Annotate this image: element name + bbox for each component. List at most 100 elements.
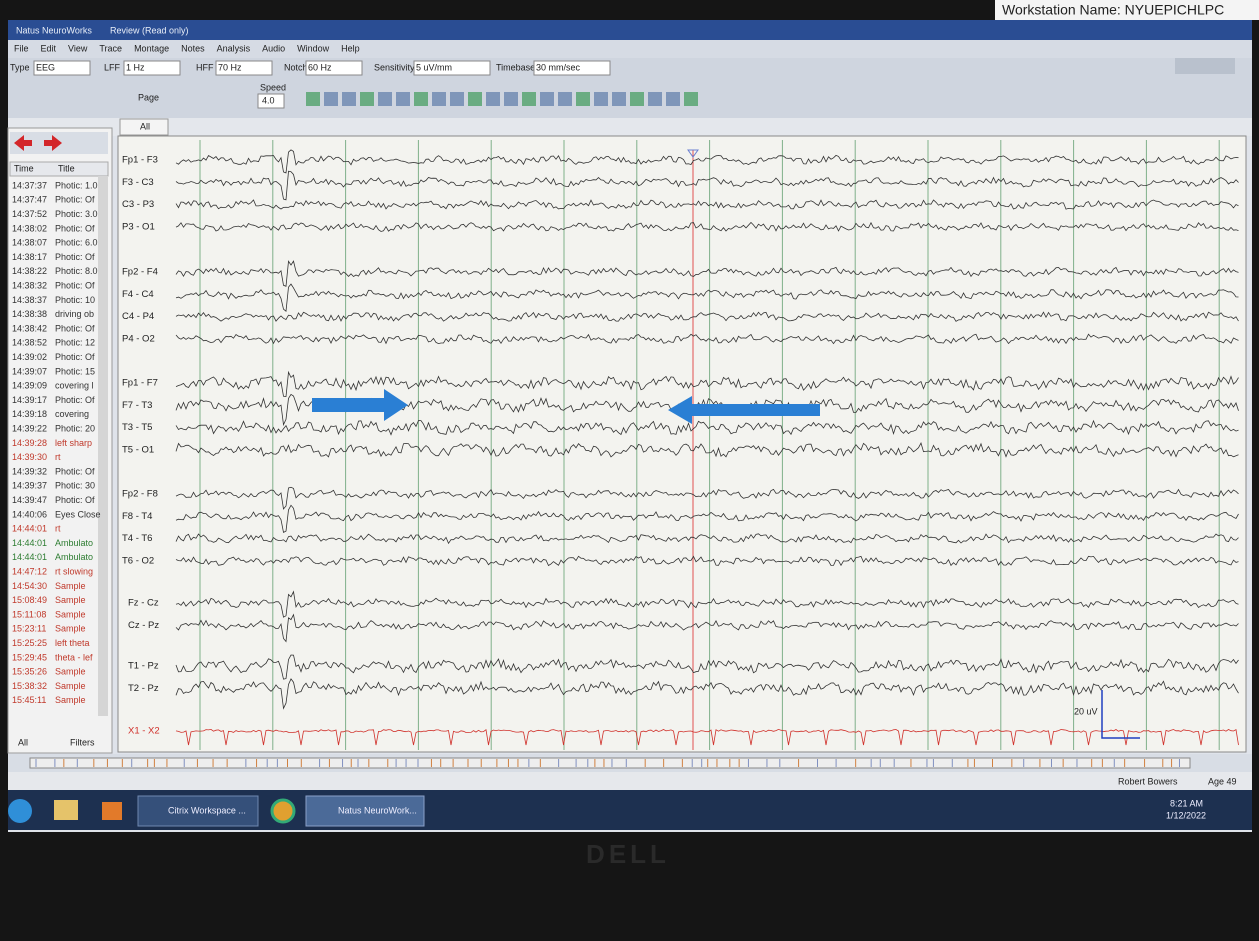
event-title[interactable]: Photic: 8.0 xyxy=(55,266,98,276)
tool-icon[interactable] xyxy=(360,92,374,106)
dropdown[interactable] xyxy=(123,60,181,76)
tool-icon[interactable] xyxy=(666,92,680,106)
event-title[interactable]: rt xyxy=(55,524,61,534)
dropdown[interactable] xyxy=(533,60,611,76)
event-title[interactable]: Photic: 15 xyxy=(55,366,95,376)
event-time: 14:40:06 xyxy=(12,509,47,519)
tool-icon[interactable] xyxy=(432,92,446,106)
tool-icon[interactable] xyxy=(558,92,572,106)
event-title[interactable]: rt xyxy=(55,452,61,462)
event-title[interactable]: Photic: Of xyxy=(55,252,95,262)
event-footer-filters[interactable]: Filters xyxy=(70,737,95,747)
tool-icon[interactable] xyxy=(486,92,500,106)
dropdown[interactable] xyxy=(305,60,363,76)
dropdown-value: 60 Hz xyxy=(308,62,332,72)
dropdown[interactable] xyxy=(33,60,91,76)
start-button[interactable] xyxy=(8,799,32,823)
event-footer-all[interactable]: All xyxy=(18,737,28,747)
event-title[interactable]: Sample xyxy=(55,681,86,691)
tool-icon[interactable] xyxy=(522,92,536,106)
media-icon[interactable] xyxy=(102,802,122,820)
event-title[interactable]: Photic: Of xyxy=(55,495,95,505)
event-title[interactable]: Ambulato xyxy=(55,538,93,548)
timeline-marks xyxy=(35,759,1180,767)
chrome-icon[interactable] xyxy=(270,798,296,824)
menu-item[interactable]: Audio xyxy=(262,43,285,53)
menu-item[interactable]: View xyxy=(68,43,88,53)
explorer-icon[interactable] xyxy=(54,800,78,820)
event-title[interactable]: covering l xyxy=(55,381,94,391)
event-title[interactable]: Photic: Of xyxy=(55,223,95,233)
time-grid xyxy=(199,140,1220,750)
event-title[interactable]: Photic: Of xyxy=(55,195,95,205)
event-title[interactable]: Photic: 20 xyxy=(55,423,95,433)
tool-icon[interactable] xyxy=(576,92,590,106)
tool-icon[interactable] xyxy=(450,92,464,106)
event-title[interactable]: Photic: 6.0 xyxy=(55,238,98,248)
event-title[interactable]: Photic: Of xyxy=(55,323,95,333)
tool-icon[interactable] xyxy=(684,92,698,106)
timeline[interactable] xyxy=(29,757,1191,769)
event-title[interactable]: Sample xyxy=(55,581,86,591)
event-title[interactable]: Sample xyxy=(55,695,86,705)
speed-box[interactable] xyxy=(257,93,285,109)
tool-icon[interactable] xyxy=(648,92,662,106)
event-title[interactable]: driving ob xyxy=(55,309,94,319)
citrix-task[interactable] xyxy=(137,795,259,827)
menu-item[interactable]: File xyxy=(14,43,29,53)
event-title[interactable]: Photic: 3.0 xyxy=(55,209,98,219)
event-scrollbar[interactable] xyxy=(98,176,108,716)
event-title[interactable]: Photic: 10 xyxy=(55,295,95,305)
tool-icon[interactable] xyxy=(468,92,482,106)
natus-task[interactable] xyxy=(305,795,425,827)
tool-icon[interactable] xyxy=(540,92,554,106)
brand-logo: DELL xyxy=(586,839,670,869)
event-title[interactable]: theta - lef xyxy=(55,652,93,662)
event-title[interactable]: Photic: Of xyxy=(55,352,95,362)
control-label: Notch xyxy=(284,62,308,72)
control-label: Timebase xyxy=(496,62,535,72)
tool-icon[interactable] xyxy=(306,92,320,106)
menu-item[interactable]: Edit xyxy=(41,43,57,53)
menu-item[interactable]: Notes xyxy=(181,43,205,53)
event-title[interactable]: left theta xyxy=(55,638,90,648)
tool-icon[interactable] xyxy=(612,92,626,106)
event-title[interactable]: rt slowing xyxy=(55,566,93,576)
dropdown[interactable] xyxy=(215,60,273,76)
event-title[interactable]: Photic: 1.0 xyxy=(55,180,98,190)
eeg-trace xyxy=(175,590,1239,618)
menu-item[interactable]: Montage xyxy=(134,43,169,53)
menu-item[interactable]: Trace xyxy=(99,43,122,53)
menu-item[interactable]: Window xyxy=(297,43,330,53)
event-title[interactable]: Photic: Of xyxy=(55,280,95,290)
event-title[interactable]: Ambulato xyxy=(55,552,93,562)
next-icon[interactable] xyxy=(44,135,62,151)
tool-icon[interactable] xyxy=(504,92,518,106)
event-title[interactable]: Sample xyxy=(55,624,86,634)
tab[interactable] xyxy=(119,118,169,136)
menu-item[interactable]: Help xyxy=(341,43,360,53)
channel-label: T5 - O1 xyxy=(122,444,154,455)
tool-icon[interactable] xyxy=(630,92,644,106)
event-title[interactable]: Photic: 12 xyxy=(55,338,95,348)
tool-icon[interactable] xyxy=(414,92,428,106)
event-title[interactable]: Photic: Of xyxy=(55,466,95,476)
event-title[interactable]: covering xyxy=(55,409,89,419)
prev-icon[interactable] xyxy=(14,135,32,151)
tool-icon[interactable] xyxy=(594,92,608,106)
event-title[interactable]: left sharp xyxy=(55,438,92,448)
tool-icon[interactable] xyxy=(324,92,338,106)
event-title[interactable]: Sample xyxy=(55,667,86,677)
event-title[interactable]: Sample xyxy=(55,595,86,605)
event-title[interactable]: Sample xyxy=(55,609,86,619)
event-title[interactable]: Photic: 30 xyxy=(55,481,95,491)
tool-icon[interactable] xyxy=(378,92,392,106)
event-title[interactable]: Photic: Of xyxy=(55,395,95,405)
dropdown[interactable] xyxy=(413,60,491,76)
event-title[interactable]: Eyes Close xyxy=(55,509,101,519)
tool-icon[interactable] xyxy=(342,92,356,106)
tool-icon[interactable] xyxy=(396,92,410,106)
menu-item[interactable]: Analysis xyxy=(217,43,251,53)
eeg-trace xyxy=(175,654,1239,680)
